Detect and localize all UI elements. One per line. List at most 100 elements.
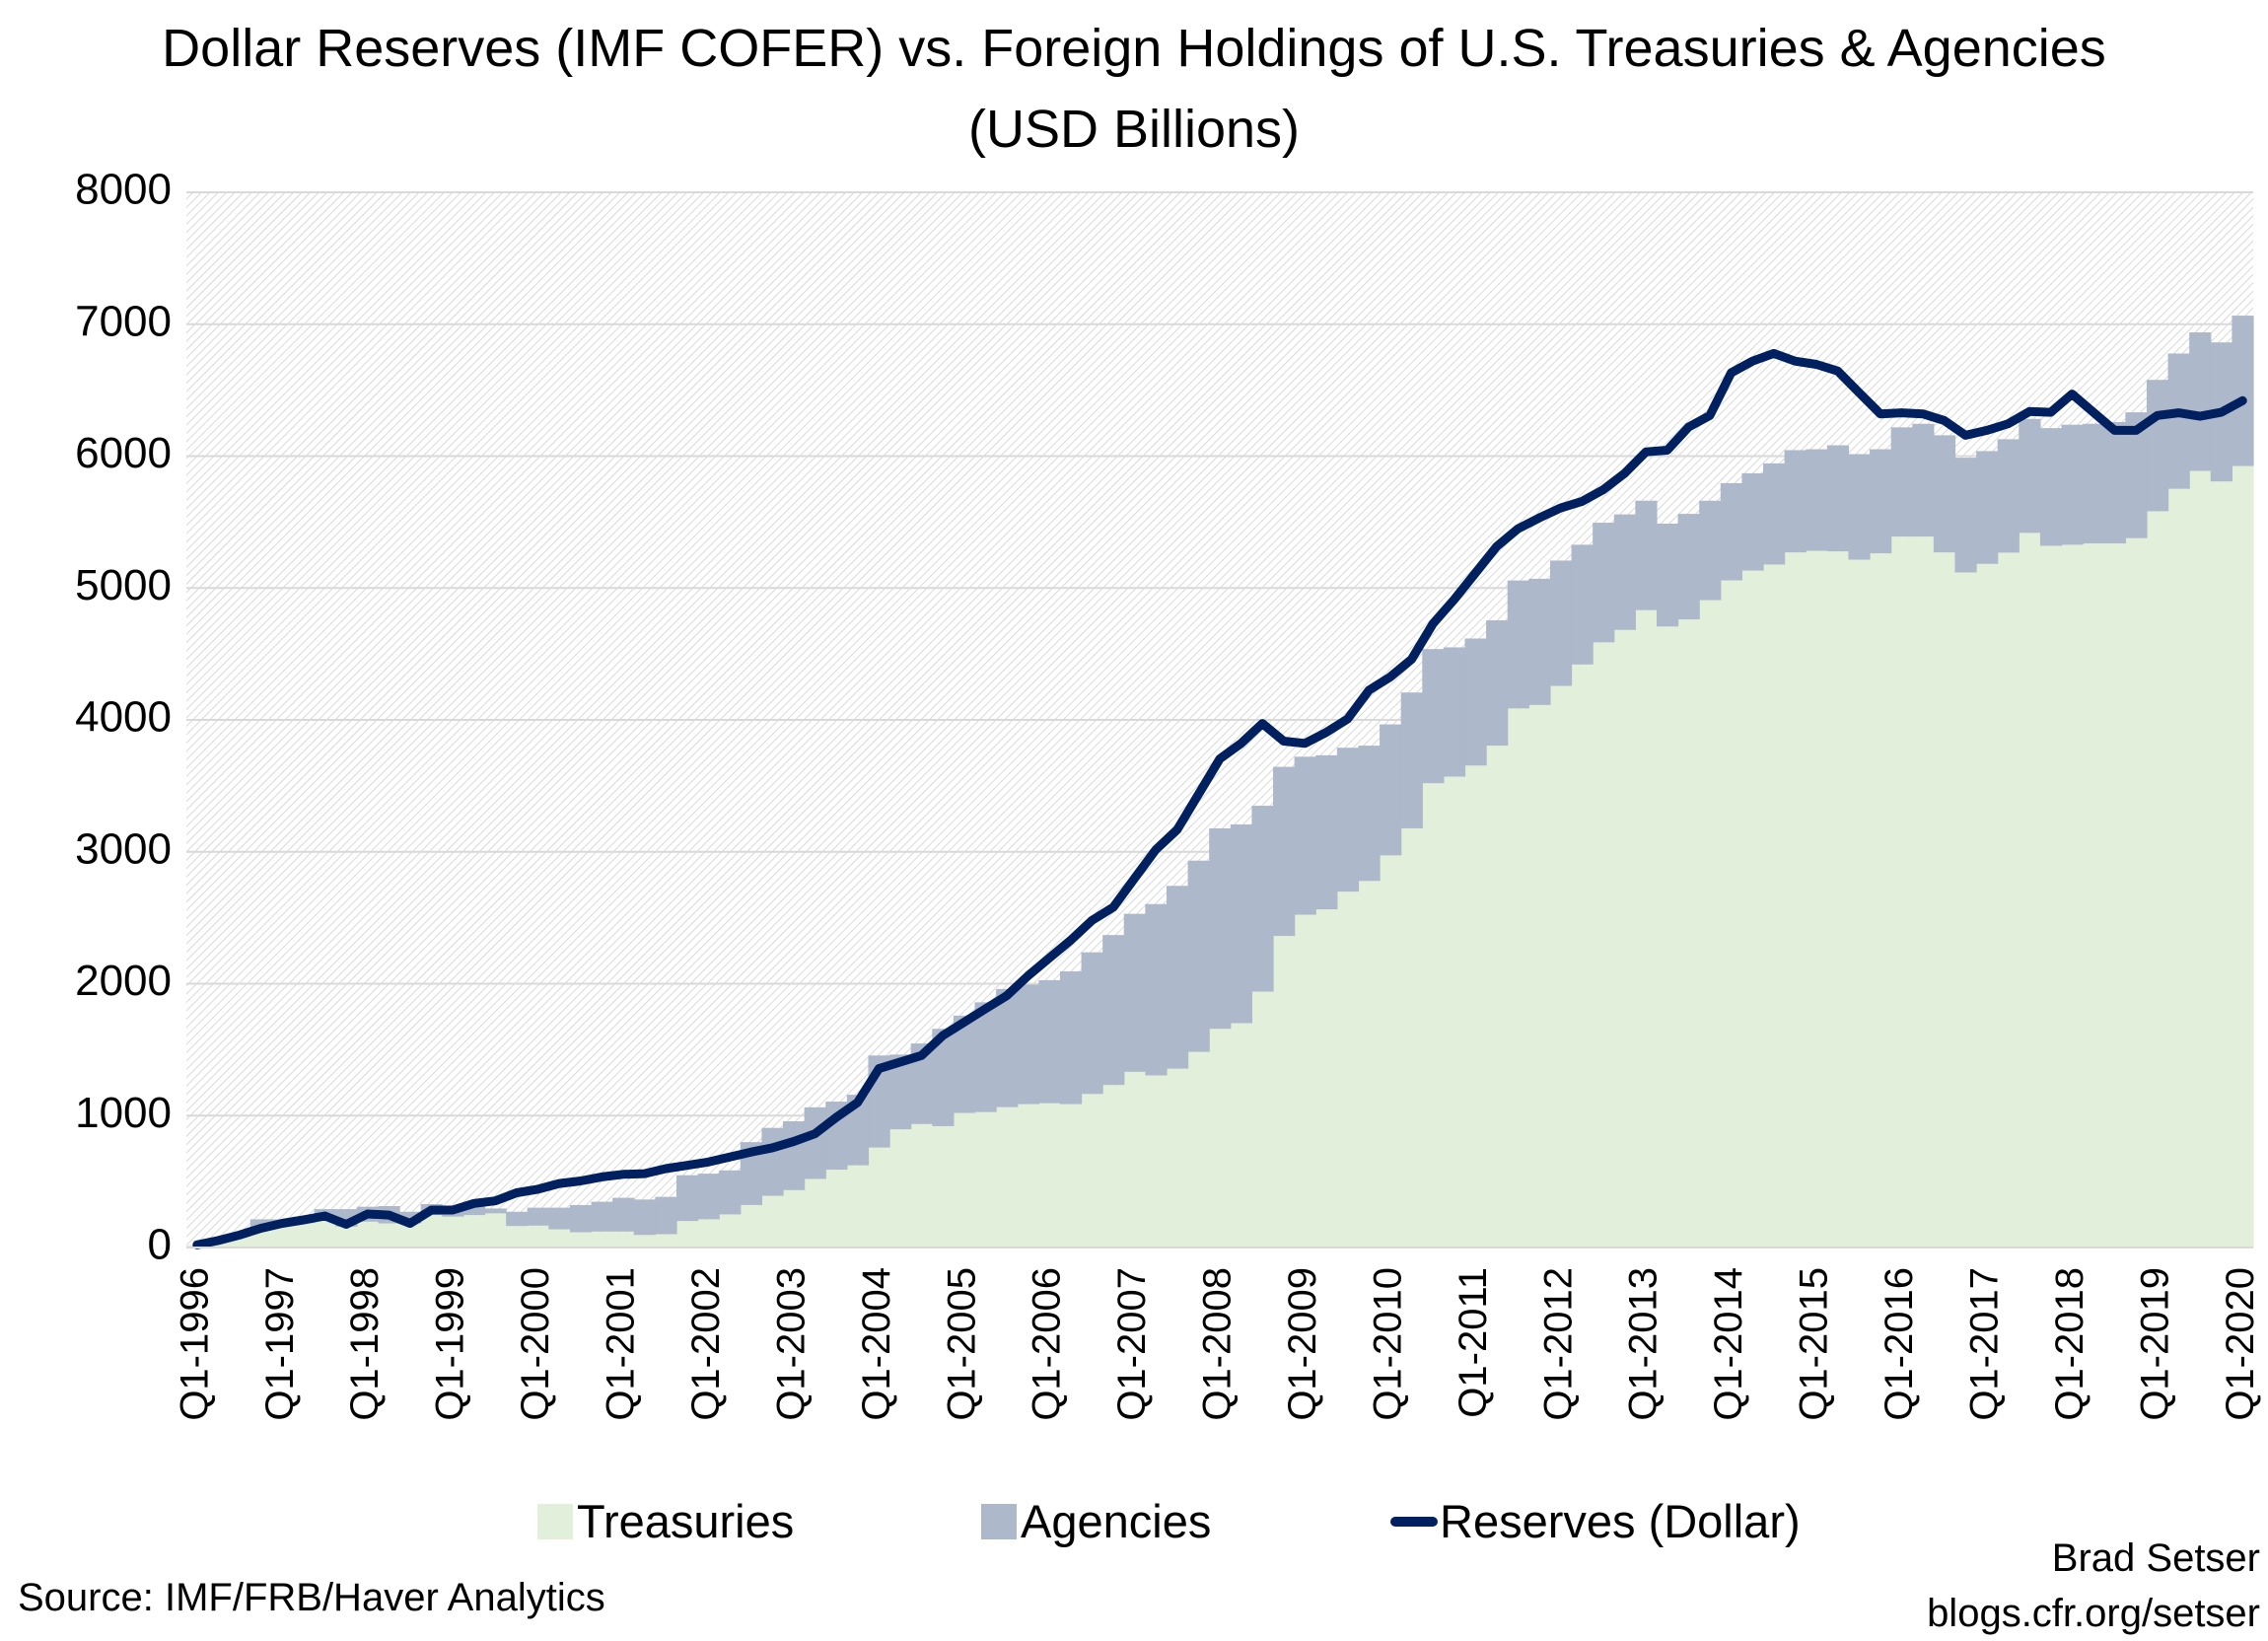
agencies-bar bbox=[2146, 380, 2169, 512]
treasuries-bar bbox=[1486, 746, 1509, 1248]
agencies-bar bbox=[612, 1197, 635, 1232]
agencies-bar bbox=[761, 1127, 784, 1196]
reserves-line-swatch-icon bbox=[1390, 1516, 1438, 1527]
treasuries-bar bbox=[2232, 465, 2254, 1248]
agencies-bar bbox=[1763, 463, 1786, 565]
agencies-bar bbox=[527, 1207, 549, 1226]
treasuries-bar bbox=[1251, 991, 1274, 1248]
treasuries-bar bbox=[1848, 559, 1871, 1248]
agencies-bar bbox=[1699, 500, 1722, 601]
treasuries-bar bbox=[506, 1226, 529, 1248]
treasuries-bar bbox=[1187, 1051, 1210, 1248]
treasuries-bar bbox=[1593, 642, 1615, 1248]
treasuries-bar bbox=[953, 1112, 976, 1248]
x-tick-label: Q1-2013 bbox=[1622, 1267, 1666, 1421]
treasuries-bar bbox=[761, 1195, 784, 1248]
x-tick-label: Q1-2018 bbox=[2048, 1267, 2091, 1421]
treasuries-bar bbox=[2103, 543, 2126, 1248]
chart-title-line2: (USD Billions) bbox=[967, 100, 1301, 159]
x-tick-label: Q1-2015 bbox=[1793, 1267, 1836, 1421]
agencies-bar bbox=[2083, 423, 2105, 544]
treasuries-bar bbox=[1166, 1068, 1189, 1248]
agencies-bar bbox=[804, 1106, 826, 1179]
x-tick-label: Q1-1998 bbox=[343, 1267, 387, 1421]
agencies-bar bbox=[1166, 886, 1189, 1069]
treasuries-bar bbox=[1038, 1103, 1061, 1248]
x-tick-label: Q1-2007 bbox=[1110, 1267, 1154, 1421]
x-tick-label: Q1-2006 bbox=[1026, 1267, 1069, 1421]
treasuries-bar bbox=[1720, 580, 1743, 1248]
agencies-bar bbox=[1315, 754, 1338, 910]
agencies-bar bbox=[910, 1043, 933, 1124]
agencies-bar bbox=[1336, 748, 1360, 892]
legend-label: Agencies bbox=[1021, 1495, 1212, 1547]
legend-reserves: Reserves (Dollar) bbox=[1390, 1494, 1801, 1548]
agencies-bar bbox=[569, 1204, 593, 1233]
agencies-bar bbox=[1870, 449, 1892, 554]
x-tick-label: Q1-1996 bbox=[173, 1267, 216, 1421]
treasuries-bar bbox=[910, 1123, 933, 1248]
agencies-bar bbox=[1059, 970, 1083, 1105]
treasuries-bar bbox=[378, 1223, 400, 1248]
credit-site: blogs.cfr.org/setser bbox=[1927, 1592, 2260, 1635]
agencies-bar bbox=[1443, 647, 1466, 777]
agencies-bar bbox=[506, 1211, 529, 1227]
treasuries-bar bbox=[1230, 1023, 1253, 1248]
agencies-bar bbox=[1230, 823, 1253, 1024]
x-tick-label: Q1-2004 bbox=[855, 1267, 898, 1421]
agencies-bar bbox=[2039, 428, 2063, 546]
x-tick-label: Q1-2016 bbox=[1878, 1267, 1921, 1421]
agencies-bar bbox=[1294, 756, 1316, 915]
treasuries-bar bbox=[1209, 1029, 1232, 1248]
treasuries-bar bbox=[1507, 708, 1529, 1248]
treasuries-bar bbox=[1613, 629, 1636, 1248]
agencies-bar bbox=[1976, 451, 1999, 564]
x-tick-label: Q1-2014 bbox=[1707, 1267, 1750, 1421]
treasuries-bar bbox=[697, 1219, 720, 1248]
treasuries-bar bbox=[1081, 1094, 1103, 1248]
agencies-bar bbox=[548, 1207, 571, 1230]
agencies-bar bbox=[399, 1211, 422, 1224]
treasuries-bar bbox=[1315, 909, 1338, 1248]
x-tick-label: Q1-2011 bbox=[1452, 1267, 1495, 1418]
agencies-bar bbox=[1890, 427, 1913, 537]
credit-author: Brad Setser bbox=[2051, 1536, 2260, 1580]
treasuries-bar bbox=[1123, 1071, 1146, 1248]
agencies-bar bbox=[1741, 472, 1764, 571]
agencies-bar bbox=[1656, 523, 1679, 627]
x-tick-label: Q1-2012 bbox=[1536, 1267, 1580, 1421]
agencies-bar bbox=[2232, 316, 2254, 466]
agencies-bar bbox=[462, 1204, 486, 1216]
treasuries-series bbox=[186, 465, 2254, 1249]
treasuries-bar bbox=[1699, 600, 1722, 1248]
treasuries-bar bbox=[1763, 564, 1786, 1248]
y-tick-label: 1000 bbox=[75, 1089, 172, 1137]
treasuries-bar bbox=[2146, 511, 2169, 1248]
treasuries-bar bbox=[825, 1170, 848, 1248]
treasuries-bar bbox=[314, 1220, 336, 1248]
agencies-bar bbox=[740, 1142, 763, 1205]
agencies-bar bbox=[1464, 638, 1487, 766]
agencies-bar bbox=[2125, 412, 2148, 538]
treasuries-bar bbox=[2039, 545, 2063, 1248]
treasuries-bar bbox=[399, 1223, 422, 1248]
treasuries-bar bbox=[1976, 563, 1999, 1248]
y-tick-label: 5000 bbox=[75, 561, 172, 609]
treasuries-bar bbox=[1422, 783, 1445, 1248]
treasuries-bar bbox=[996, 1106, 1019, 1248]
treasuries-bar bbox=[1997, 552, 2020, 1248]
agencies-bar bbox=[1400, 692, 1423, 828]
treasuries-bar bbox=[655, 1234, 677, 1248]
treasuries-swatch-icon bbox=[537, 1503, 573, 1539]
x-tick-label: Q1-2000 bbox=[514, 1267, 557, 1421]
treasuries-bar bbox=[2210, 481, 2233, 1248]
agencies-bar bbox=[1102, 935, 1125, 1086]
agencies-bar bbox=[591, 1201, 613, 1232]
treasuries-bar bbox=[1294, 914, 1316, 1248]
agencies-bar bbox=[249, 1219, 273, 1228]
agencies-bar bbox=[2061, 424, 2084, 545]
treasuries-bar bbox=[2125, 537, 2148, 1248]
treasuries-bar bbox=[675, 1221, 699, 1248]
agencies-bar bbox=[1593, 523, 1615, 643]
treasuries-bar bbox=[1358, 881, 1381, 1248]
